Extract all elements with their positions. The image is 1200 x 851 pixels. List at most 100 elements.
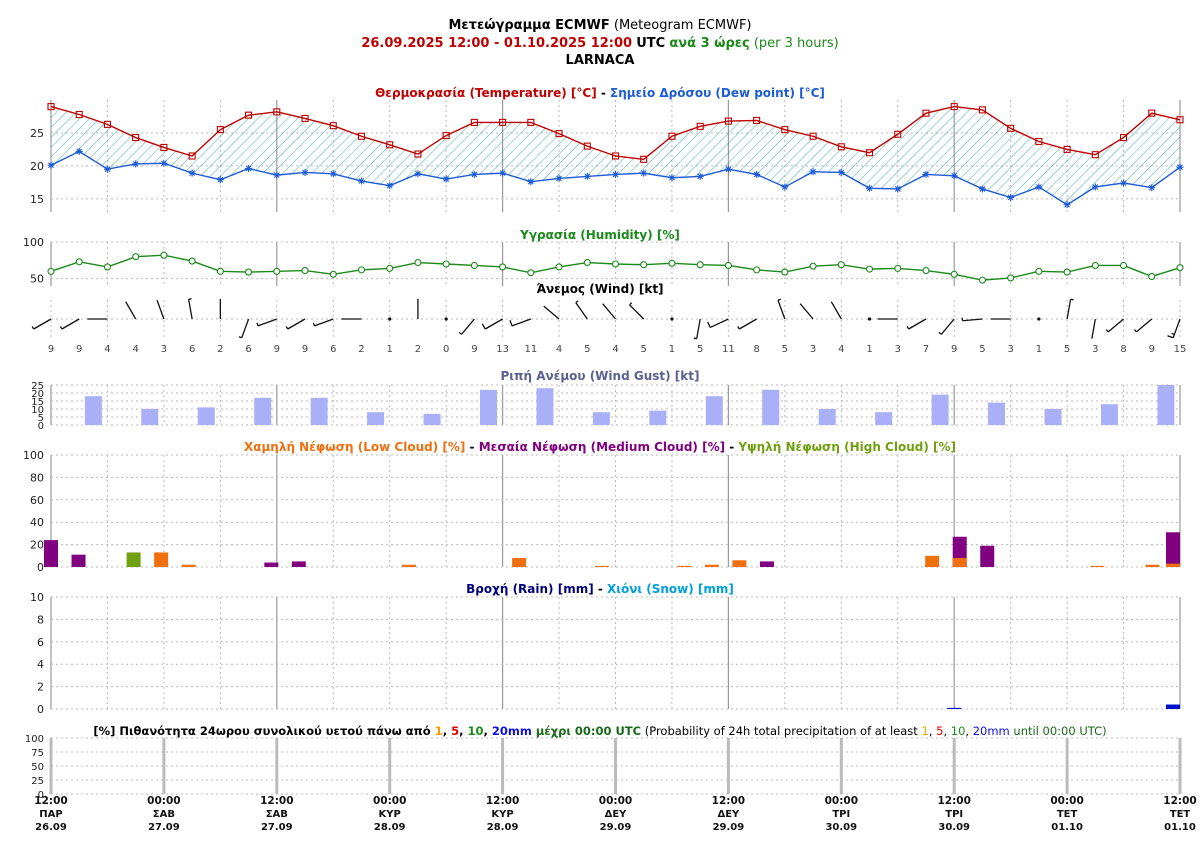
wind-barb-feather xyxy=(575,300,579,304)
time-axis-date: 29.09 xyxy=(600,822,632,833)
humidity-point xyxy=(160,251,168,259)
humidity-point xyxy=(611,260,620,268)
wind-barb xyxy=(575,300,588,320)
low-cloud-bar xyxy=(704,564,719,567)
dewpoint-point xyxy=(696,172,704,180)
wind-speed-label: 9 xyxy=(76,344,82,355)
y-tick-label: 50 xyxy=(31,762,44,773)
wind-barb xyxy=(961,317,983,322)
wind-barb-shaft xyxy=(908,318,927,330)
y-tick-label: 60 xyxy=(30,494,44,507)
low-cloud-bar xyxy=(1090,565,1105,567)
prob-threshold-10: 10 xyxy=(467,724,484,738)
wind-speed-label: 1 xyxy=(866,344,872,355)
wind-speed-label: 6 xyxy=(189,344,195,355)
prob-comma: , xyxy=(459,724,468,738)
wind-barb-feather xyxy=(256,322,259,327)
temperature-point xyxy=(216,126,224,134)
humidity-point xyxy=(837,261,845,269)
prob-comma: , xyxy=(943,724,951,738)
humidity-point xyxy=(894,264,902,272)
wind-barb-shaft xyxy=(188,299,193,320)
wind-barb-feather xyxy=(906,326,910,330)
wind-barb-feather xyxy=(59,326,63,330)
time-axis-date: 28.09 xyxy=(487,822,519,833)
humidity-point xyxy=(781,268,789,276)
dewpoint-point xyxy=(1063,201,1071,209)
wind-panel-title: Άνεμος (Wind) [kt] xyxy=(536,282,664,296)
wind-barb xyxy=(707,318,729,329)
y-tick-label: 100 xyxy=(23,449,44,462)
temperature-point xyxy=(386,141,394,149)
wind-barb xyxy=(59,318,80,330)
wind-barb-feather xyxy=(938,331,942,335)
humidity-panel-title: Υγρασία (Humidity) [%] xyxy=(520,228,680,242)
wind-speed-label: 11 xyxy=(524,344,537,355)
dewpoint-point xyxy=(1091,183,1099,191)
wind-speed-label: 9 xyxy=(1149,344,1155,355)
dewpoint-point xyxy=(724,165,732,173)
wind-barb xyxy=(602,303,616,320)
wind-barb-shaft xyxy=(629,304,645,320)
y-tick-label: 50 xyxy=(30,273,44,286)
wind-barb-shaft xyxy=(484,318,503,330)
time-axis-date: 27.09 xyxy=(148,822,180,833)
wind-speed-label: 5 xyxy=(641,344,647,355)
humidity-point xyxy=(245,268,253,276)
rain-bar xyxy=(1166,704,1180,709)
wind-gust-bar xyxy=(197,407,215,425)
wind-barb-feather xyxy=(312,322,316,327)
humidity-point xyxy=(950,270,958,278)
wind-barb xyxy=(444,317,448,321)
time-axis-hour: 00:00 xyxy=(599,795,632,807)
temperature-point xyxy=(499,118,507,126)
low-cloud-bar xyxy=(154,552,169,567)
wind-barb xyxy=(938,318,955,335)
humidity-point xyxy=(1063,268,1071,276)
temperature-point xyxy=(696,122,704,130)
temperature-point xyxy=(1176,116,1184,124)
wind-gust-bar xyxy=(254,397,272,425)
temp-panel-title: Θερμοκρασία (Temperature) [°C] - Σημείο … xyxy=(0,86,1200,100)
humidity-point xyxy=(1035,267,1043,275)
temperature-point xyxy=(724,117,732,125)
time-axis-weekday: ΤΡΙ xyxy=(832,809,850,820)
dewpoint-point xyxy=(922,170,930,178)
low-cloud-title: Χαμηλή Νέφωση (Low Cloud) [%] xyxy=(243,440,466,454)
humidity-point xyxy=(527,269,535,277)
wind-barb-shaft xyxy=(602,303,616,320)
wind-barb xyxy=(1066,298,1074,320)
y-tick-label: 2 xyxy=(37,681,44,694)
wind-speed-label: 4 xyxy=(838,344,844,355)
meteogram-period: 26.09.2025 12:00 - 01.10.2025 12:00 UTC … xyxy=(0,35,1200,52)
humidity-point xyxy=(555,263,563,271)
dewpoint-point xyxy=(809,168,817,176)
temperature-point xyxy=(894,130,902,138)
wind-barb-shaft xyxy=(962,318,983,322)
dewpoint-point xyxy=(273,171,281,179)
humidity-point xyxy=(273,267,281,275)
dewpoint-point xyxy=(103,165,111,173)
dewpoint-point xyxy=(245,165,253,173)
wind-barb-feather xyxy=(1070,298,1074,301)
wind-barb xyxy=(238,318,250,339)
temperature-point xyxy=(160,143,168,151)
medium-cloud-bar xyxy=(1166,532,1180,567)
humidity-point xyxy=(470,261,478,270)
humidity-point xyxy=(442,260,450,268)
time-axis-date: 28.09 xyxy=(374,822,406,833)
wind-gust-bar xyxy=(875,412,893,425)
dewpoint-point xyxy=(442,175,450,183)
wind-barb xyxy=(543,305,560,320)
humidity-point xyxy=(1148,272,1156,281)
wind-barb xyxy=(1105,318,1124,333)
medium-cloud-bar xyxy=(759,561,774,567)
wind-barb-shaft xyxy=(543,305,560,320)
medium-cloud-bar xyxy=(71,554,86,567)
wind-barb-shaft xyxy=(738,318,757,330)
step-greek: ανά 3 ώρες xyxy=(669,36,750,51)
wind-gust-bar xyxy=(988,402,1006,425)
wind-barb-feather xyxy=(777,298,782,301)
wind-barb xyxy=(799,303,814,320)
temperature-point xyxy=(583,142,591,150)
